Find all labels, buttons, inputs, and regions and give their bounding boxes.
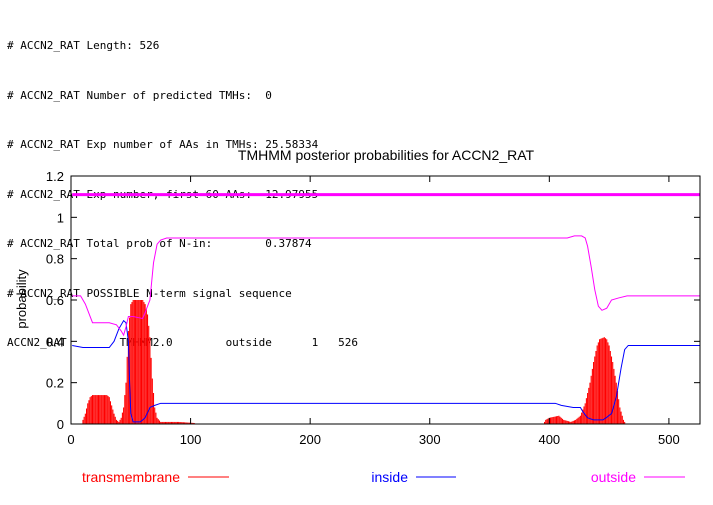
header-line-signal-sequence: # ACCN2_RAT POSSIBLE N-term signal seque…: [7, 286, 292, 300]
y-tick-label: 1.2: [46, 169, 64, 184]
x-tick-label: 200: [299, 432, 321, 447]
footer-strip: [0, 500, 713, 505]
summary-start: 1: [311, 336, 319, 349]
header-line-prob-n-in: # ACCN2_RAT Total prob of N-in: 0.37874: [7, 237, 312, 250]
series-outside-line: [72, 235, 700, 337]
x-tick-label: 0: [67, 432, 74, 447]
x-tick-label: 100: [180, 432, 202, 447]
y-tick-label: 0.6: [46, 293, 64, 308]
x-tick-label: 400: [538, 432, 560, 447]
y-tick-label: 0: [57, 417, 64, 432]
y-axis-label: probability: [14, 269, 29, 329]
header-line-predicted-tmhs: # ACCN2_RAT Number of predicted TMHs: 0: [7, 88, 272, 102]
legend-item-transmembrane: transmembrane: [82, 469, 229, 485]
y-tick-label: 0.2: [46, 376, 64, 391]
tmhmm-header: # ACCN2_RAT Length: 526 # ACCN2_RAT Numb…: [7, 5, 358, 368]
axes: 0 0.2 0.4 0.6 0.8 1 1.2 0 100 200 300 400 500: [46, 169, 701, 447]
legend-item-inside: inside: [371, 469, 456, 485]
plot-area: [72, 193, 700, 424]
header-line-length: # ACCN2_RAT Length: 526: [7, 39, 160, 52]
summary-id: ACCN2_RAT: [7, 336, 67, 349]
summary-end: 526: [338, 336, 359, 349]
y-tick-label: 0.8: [46, 252, 64, 267]
y-tick-label: 1: [57, 210, 64, 225]
series-inside-line: [72, 319, 700, 423]
chart-title: TMHMM posterior probabilities for ACCN2_…: [238, 147, 535, 163]
legend: transmembrane inside outside: [82, 469, 685, 485]
series-transmembrane: [82, 300, 626, 424]
x-tick-label: 500: [658, 432, 680, 447]
header-line-exp-aas-in-tmhs: # ACCN2_RAT Exp number of AAs in TMHs: 2…: [7, 138, 319, 151]
summary-location: outside: [225, 336, 272, 349]
y-tick-label: 0.4: [46, 334, 64, 349]
legend-label-outside: outside: [591, 469, 636, 485]
legend-item-outside: outside: [591, 469, 685, 485]
legend-label-inside: inside: [371, 469, 408, 485]
legend-label-transmembrane: transmembrane: [82, 469, 180, 485]
x-tick-label: 300: [419, 432, 441, 447]
